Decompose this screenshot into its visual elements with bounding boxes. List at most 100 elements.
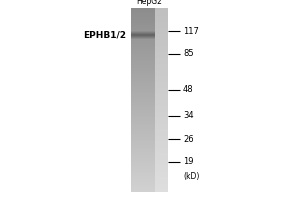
Bar bbox=[130, 69, 154, 70]
Bar bbox=[154, 126, 168, 127]
Bar bbox=[154, 172, 168, 173]
Bar bbox=[130, 35, 154, 36]
Bar bbox=[154, 177, 168, 178]
Bar bbox=[130, 136, 154, 137]
Bar bbox=[130, 127, 154, 128]
Bar bbox=[154, 133, 168, 134]
Bar bbox=[130, 72, 154, 73]
Bar bbox=[154, 141, 168, 142]
Bar bbox=[130, 103, 154, 104]
Bar bbox=[154, 97, 168, 98]
Bar bbox=[130, 86, 154, 87]
Bar bbox=[130, 189, 154, 190]
Bar bbox=[130, 129, 154, 130]
Bar bbox=[154, 87, 168, 88]
Bar bbox=[154, 119, 168, 120]
Bar bbox=[154, 92, 168, 93]
Bar bbox=[154, 182, 168, 183]
Bar bbox=[154, 61, 168, 62]
Bar bbox=[130, 134, 154, 135]
Bar bbox=[154, 116, 168, 117]
Bar bbox=[154, 140, 168, 141]
Bar bbox=[130, 148, 154, 149]
Bar bbox=[130, 114, 154, 115]
Bar bbox=[154, 85, 168, 86]
Bar bbox=[154, 118, 168, 119]
Bar bbox=[130, 29, 154, 30]
Bar bbox=[130, 52, 154, 53]
Bar bbox=[154, 43, 168, 44]
Bar bbox=[154, 93, 168, 94]
Bar bbox=[130, 165, 154, 166]
Bar bbox=[130, 46, 154, 47]
Text: EPHB1/2: EPHB1/2 bbox=[83, 30, 127, 40]
Bar bbox=[130, 137, 154, 138]
Text: 19: 19 bbox=[183, 158, 194, 166]
Bar bbox=[154, 95, 168, 96]
Bar bbox=[130, 9, 154, 10]
Bar bbox=[130, 82, 154, 83]
Bar bbox=[130, 186, 154, 187]
Bar bbox=[154, 179, 168, 180]
Bar bbox=[130, 149, 154, 150]
Bar bbox=[154, 10, 168, 11]
Bar bbox=[154, 153, 168, 154]
Bar bbox=[130, 101, 154, 102]
Bar bbox=[130, 17, 154, 18]
Bar bbox=[130, 25, 154, 26]
Bar bbox=[130, 11, 154, 12]
Bar bbox=[154, 148, 168, 149]
Bar bbox=[130, 98, 154, 99]
Bar bbox=[154, 181, 168, 182]
Bar bbox=[154, 145, 168, 146]
Bar bbox=[130, 123, 154, 124]
Bar bbox=[154, 128, 168, 129]
Bar bbox=[154, 138, 168, 139]
Bar bbox=[154, 44, 168, 45]
Bar bbox=[130, 174, 154, 175]
Bar bbox=[130, 34, 154, 35]
Bar bbox=[130, 26, 154, 27]
Bar bbox=[130, 33, 154, 34]
Bar bbox=[130, 49, 154, 50]
Bar bbox=[130, 51, 154, 52]
Bar bbox=[130, 161, 154, 162]
Bar bbox=[130, 162, 154, 163]
Bar bbox=[154, 59, 168, 60]
Bar bbox=[130, 55, 154, 56]
Bar bbox=[154, 98, 168, 99]
Bar bbox=[130, 159, 154, 160]
Bar bbox=[154, 73, 168, 74]
Bar bbox=[154, 37, 168, 38]
Bar bbox=[130, 27, 154, 28]
Bar bbox=[130, 89, 154, 90]
Bar bbox=[154, 164, 168, 165]
Bar bbox=[130, 61, 154, 62]
Bar bbox=[130, 175, 154, 176]
Bar bbox=[154, 80, 168, 81]
Bar bbox=[130, 190, 154, 191]
Bar bbox=[130, 40, 154, 41]
Bar bbox=[154, 47, 168, 48]
Bar bbox=[130, 48, 154, 49]
Bar bbox=[130, 67, 154, 68]
Bar bbox=[130, 92, 154, 93]
Bar bbox=[154, 13, 168, 14]
Bar bbox=[154, 19, 168, 20]
Bar bbox=[130, 176, 154, 177]
Bar bbox=[130, 77, 154, 78]
Bar bbox=[130, 115, 154, 116]
Bar bbox=[130, 138, 154, 139]
Bar bbox=[154, 114, 168, 115]
Bar bbox=[154, 29, 168, 30]
Bar bbox=[130, 168, 154, 169]
Bar bbox=[154, 188, 168, 189]
Bar bbox=[154, 9, 168, 10]
Bar bbox=[130, 173, 154, 174]
Bar bbox=[130, 111, 154, 112]
Bar bbox=[130, 125, 154, 126]
Bar bbox=[130, 187, 154, 188]
Bar bbox=[130, 122, 154, 123]
Bar bbox=[130, 155, 154, 156]
Bar bbox=[130, 50, 154, 51]
